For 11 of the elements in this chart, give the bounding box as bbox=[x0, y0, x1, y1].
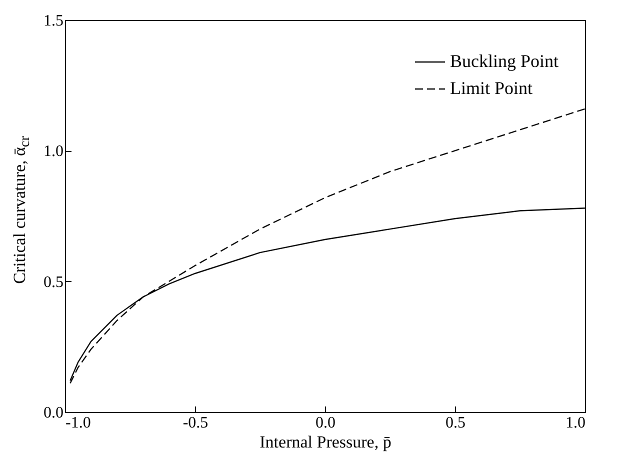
x-axis-title: Internal Pressure, p̄ bbox=[260, 432, 392, 452]
y-tick-label: 1.5 bbox=[44, 12, 64, 30]
x-tick-label: 0.0 bbox=[316, 414, 336, 432]
legend-label: Limit Point bbox=[450, 78, 533, 98]
legend-label: Buckling Point bbox=[450, 51, 559, 71]
y-tick-label: 1.0 bbox=[44, 143, 64, 160]
x-tick-label: 0.5 bbox=[446, 414, 466, 432]
x-tick-label: -0.5 bbox=[182, 414, 208, 432]
x-tick-label: -1.0 bbox=[66, 414, 91, 432]
y-tick-label: 0.5 bbox=[44, 274, 64, 291]
x-tick-label: 1.0 bbox=[566, 414, 586, 432]
